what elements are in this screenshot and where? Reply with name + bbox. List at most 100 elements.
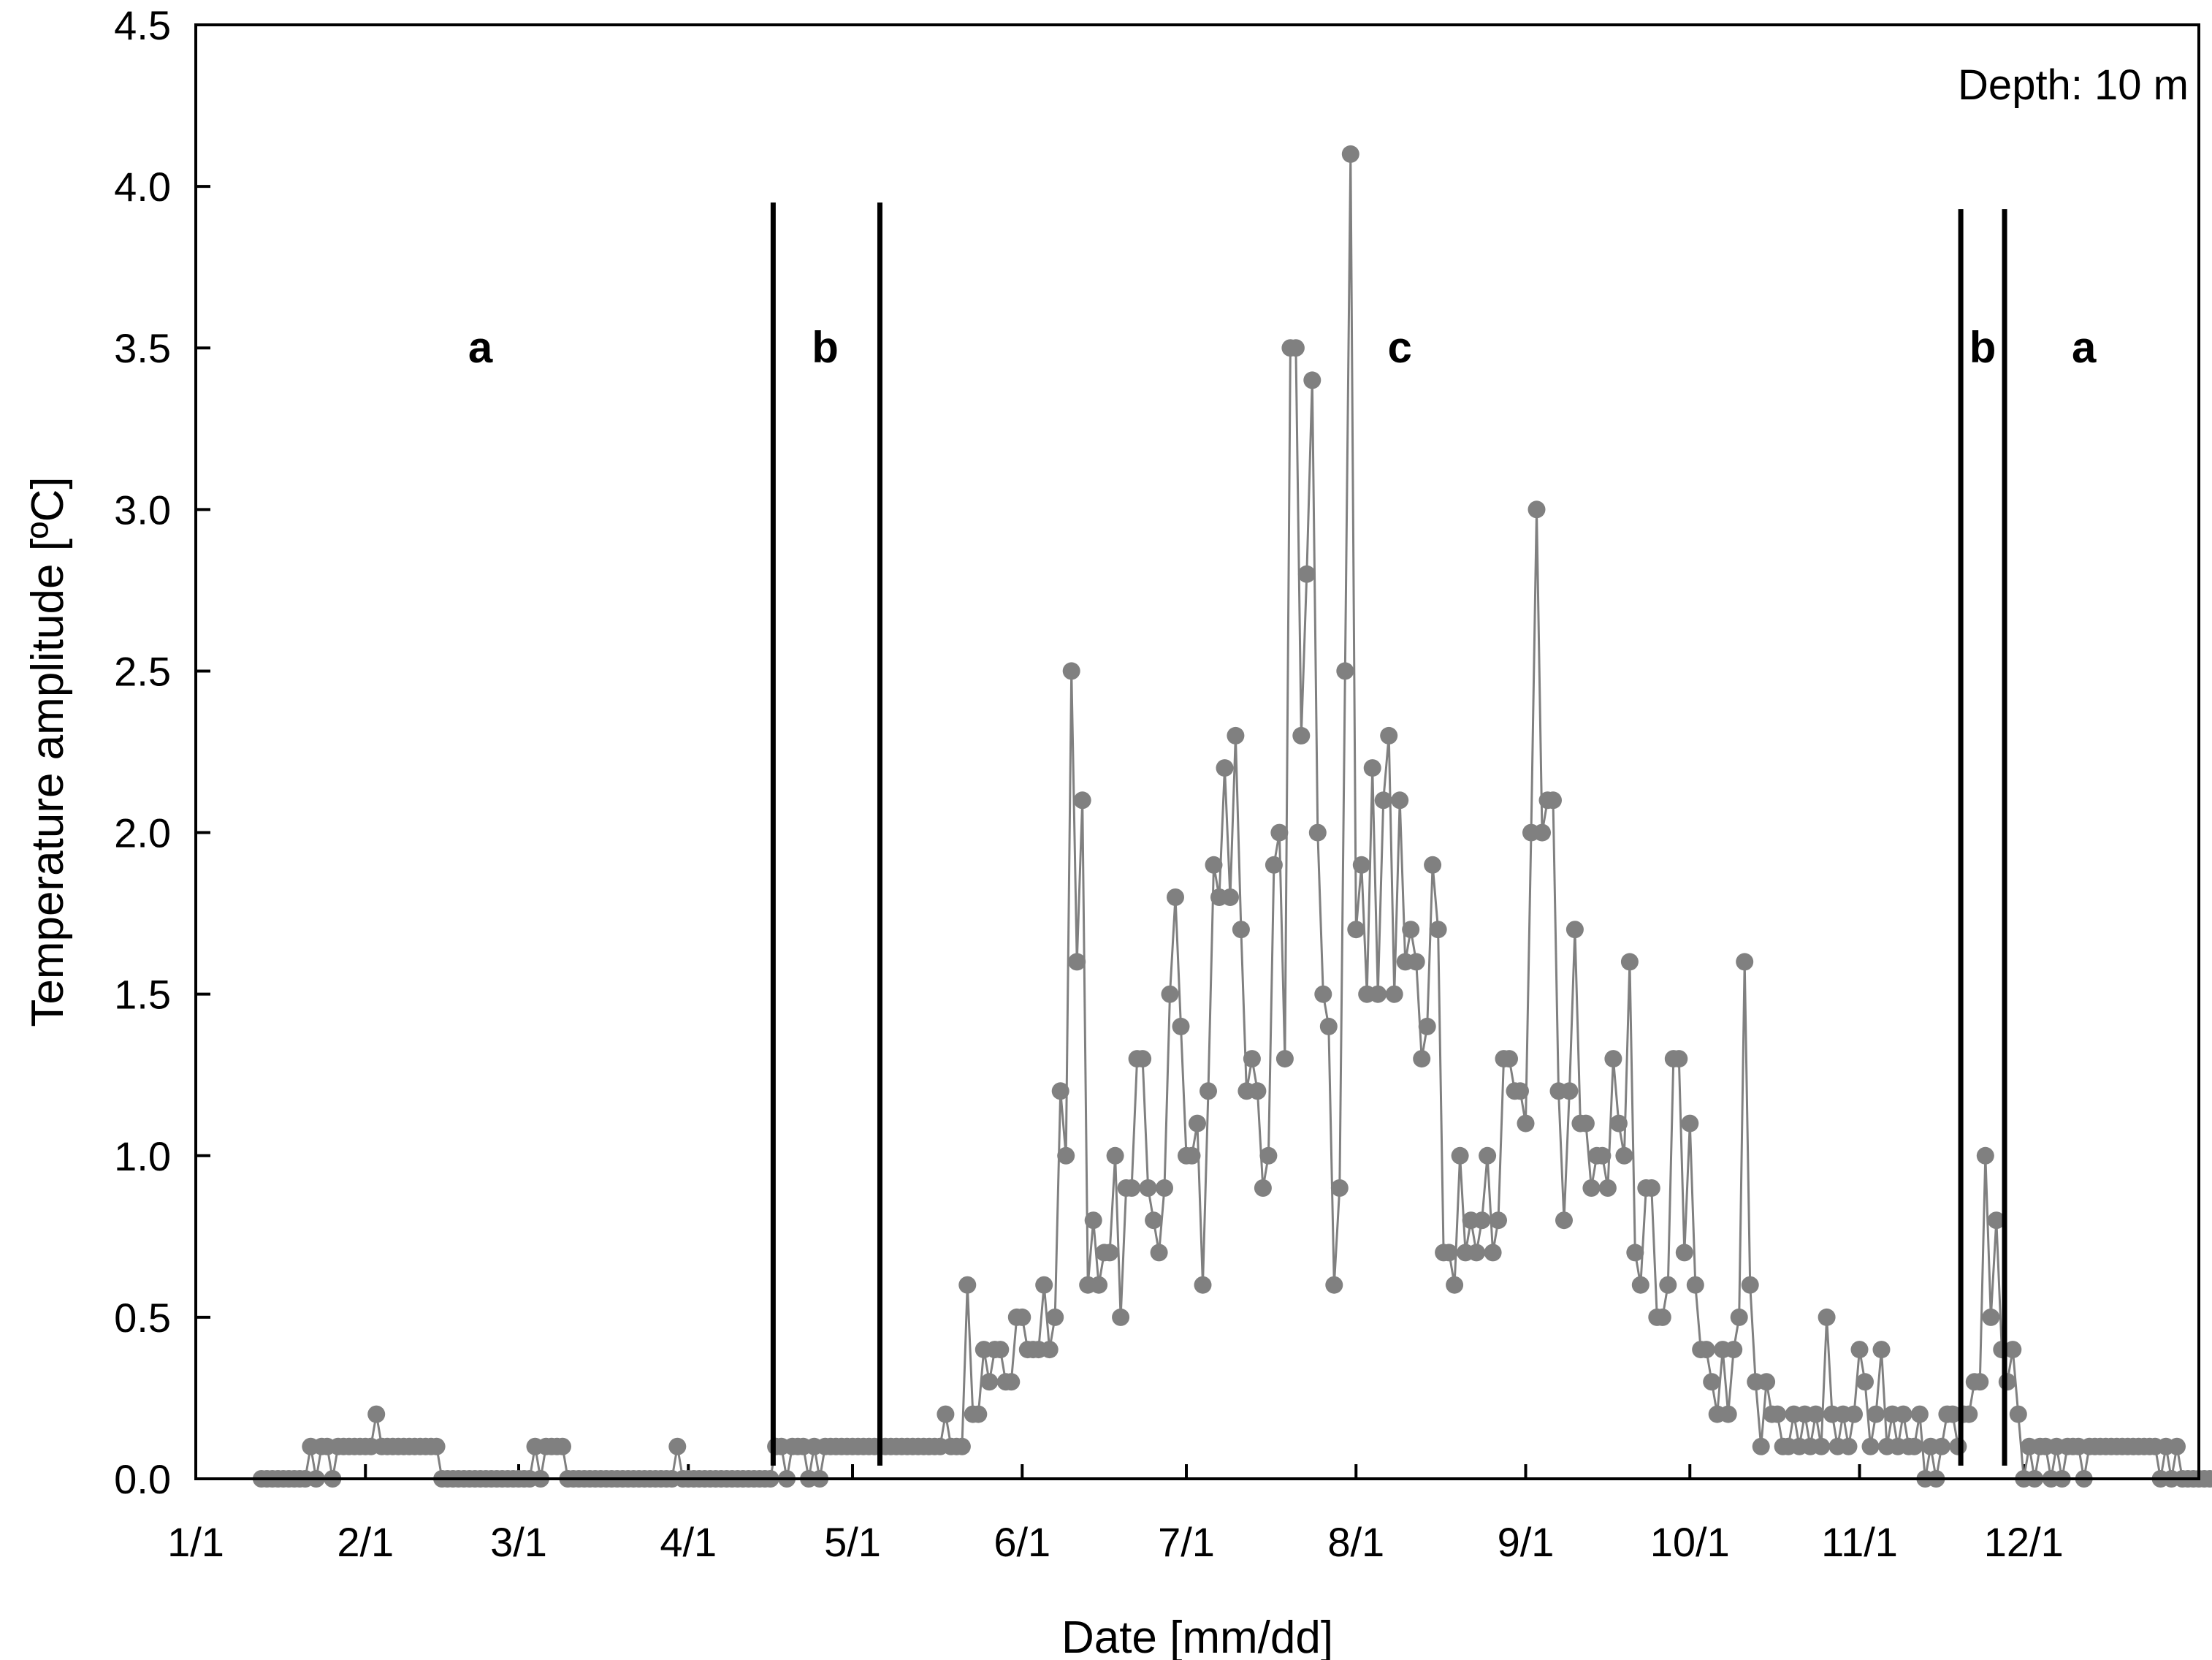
data-point (1090, 1276, 1108, 1294)
data-point (1161, 985, 1179, 1003)
data-point (1145, 1211, 1163, 1230)
phase-boundaries (770, 202, 2007, 1466)
y-tick-label: 1.0 (114, 1133, 171, 1179)
data-point (1270, 823, 1289, 842)
data-point (1254, 1179, 1272, 1197)
data-point (1123, 1179, 1141, 1197)
data-point (1286, 339, 1305, 357)
data-point (1949, 1437, 1967, 1455)
data-point (1555, 1211, 1573, 1230)
y-tick-label: 1.5 (114, 972, 171, 1018)
data-point (1134, 1050, 1152, 1068)
x-axis-ticks: 1/1 2/1 3/1 4/1 5/1 6/1 7/1 8/1 9/1 10/1 11/1 12/1 (167, 1464, 2064, 1565)
data-point (2206, 1470, 2212, 1488)
data-point (1818, 1308, 1836, 1326)
data-point (427, 1437, 446, 1455)
x-tick-label: 12/1 (1984, 1519, 2064, 1565)
x-tick-label: 11/1 (1821, 1519, 1898, 1565)
x-tick-label: 3/1 (490, 1519, 547, 1565)
data-point (1894, 1405, 1912, 1423)
data-point (953, 1437, 971, 1455)
data-point (1035, 1276, 1053, 1294)
data-point (1812, 1437, 1831, 1455)
data-point (1275, 1050, 1294, 1068)
x-tick-label: 7/1 (1158, 1519, 1215, 1565)
x-axis-title: Date [mm/dd] (1061, 1613, 1333, 1660)
x-tick-label: 9/1 (1498, 1519, 1555, 1565)
data-point (1725, 1341, 1743, 1359)
data-point (1413, 1050, 1431, 1068)
y-tick-label: 2.5 (114, 648, 171, 694)
region-label: a (468, 323, 493, 372)
data-point (980, 1373, 999, 1391)
data-point (1325, 1276, 1343, 1294)
series-layer (252, 145, 2212, 1488)
x-tick-label: 5/1 (824, 1519, 881, 1565)
data-point (1446, 1276, 1464, 1294)
data-point (1867, 1405, 1885, 1423)
data-point (1468, 1244, 1486, 1262)
data-point (1703, 1373, 1721, 1391)
data-point (1533, 823, 1551, 842)
data-point (1194, 1276, 1212, 1294)
data-point (1407, 953, 1425, 971)
x-tick-label: 6/1 (994, 1519, 1050, 1565)
y-axis-ticks: 0.0 0.5 1.0 1.5 2.0 2.5 3.0 3.5 4.0 4.5 (114, 2, 210, 1502)
data-point (1609, 1114, 1628, 1132)
data-point (1626, 1244, 1644, 1262)
data-point (937, 1405, 955, 1423)
data-point (1380, 726, 1398, 745)
data-point (1473, 1211, 1491, 1230)
data-point (1998, 1373, 2016, 1391)
data-point (1850, 1341, 1869, 1359)
data-point (1987, 1211, 2005, 1230)
data-point (1051, 1082, 1069, 1100)
y-tick-label: 0.5 (114, 1295, 171, 1341)
y-axis-title: Temperature amplitude [ºC] (23, 476, 73, 1027)
data-point (1424, 856, 1442, 874)
data-point (2009, 1405, 2027, 1423)
data-point (1057, 1146, 1075, 1165)
data-point (1982, 1308, 2000, 1326)
data-point (1040, 1341, 1059, 1359)
data-point (1845, 1405, 1863, 1423)
data-point (1451, 1146, 1469, 1165)
data-point (1681, 1114, 1699, 1132)
data-point (1598, 1179, 1617, 1197)
data-point (1741, 1276, 1759, 1294)
x-tick-label: 10/1 (1650, 1519, 1730, 1565)
data-point (1139, 1179, 1157, 1197)
data-point (2168, 1437, 2186, 1455)
y-tick-label: 4.0 (114, 164, 171, 210)
data-point (1002, 1373, 1021, 1391)
data-point (1500, 1050, 1518, 1068)
data-point (1189, 1114, 1206, 1132)
data-point (1653, 1308, 1671, 1326)
data-point (1910, 1405, 1929, 1423)
data-point (1905, 1437, 1923, 1455)
data-point (1172, 1017, 1190, 1035)
region-label: c (1388, 323, 1412, 372)
x-tick-label: 1/1 (167, 1519, 224, 1565)
data-point (1670, 1050, 1688, 1068)
data-point (1402, 921, 1420, 939)
data-point (1265, 856, 1283, 874)
data-point (1429, 921, 1447, 939)
data-point (958, 1276, 977, 1294)
data-point (1369, 985, 1387, 1003)
data-point (1758, 1373, 1776, 1391)
data-point (991, 1341, 1010, 1359)
data-point (1839, 1437, 1858, 1455)
x-tick-label: 4/1 (660, 1519, 717, 1565)
y-tick-label: 4.5 (114, 2, 171, 48)
data-point (1205, 856, 1223, 874)
data-point (1374, 791, 1392, 810)
data-point (1861, 1437, 1880, 1455)
data-point (1167, 888, 1184, 906)
data-point (1976, 1146, 1994, 1165)
y-tick-label: 2.0 (114, 810, 171, 856)
y-tick-label: 3.0 (114, 487, 171, 533)
data-point (1200, 1082, 1217, 1100)
